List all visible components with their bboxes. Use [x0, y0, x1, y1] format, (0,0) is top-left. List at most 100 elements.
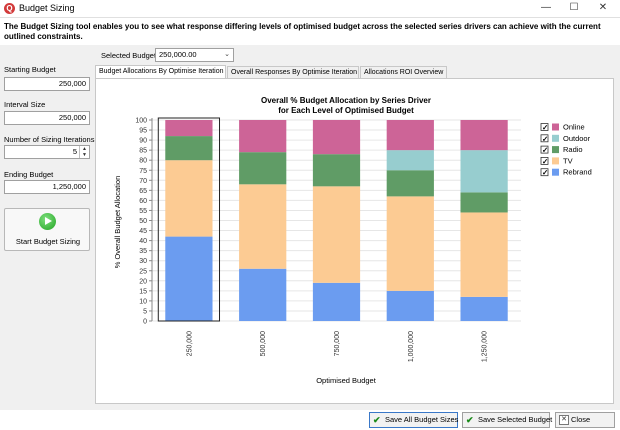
x-tick-label: 500,000 — [260, 331, 267, 356]
tab-allocations-roi[interactable]: Allocations ROI Overview — [360, 66, 447, 78]
bar-segment-online[interactable] — [312, 120, 361, 155]
bar-segment-tv[interactable] — [386, 196, 434, 291]
y-tick-label: 65 — [139, 188, 147, 195]
y-tick-label: 45 — [139, 228, 147, 235]
bar-segment-tv[interactable] — [460, 212, 508, 297]
bar-segment-tv[interactable] — [312, 186, 361, 283]
legend-checkbox[interactable] — [540, 157, 549, 165]
checkmark-icon: ✓ — [542, 134, 548, 143]
close-button[interactable]: ✕ Close — [555, 412, 615, 428]
legend-label: TV — [563, 156, 573, 165]
close-icon: ✕ — [559, 415, 569, 425]
y-tick-label: 10 — [139, 298, 147, 305]
app-logo-icon: Q — [4, 3, 15, 14]
interval-size-label: Interval Size — [4, 100, 46, 109]
minimize-icon[interactable]: — — [541, 2, 551, 13]
save-selected-label: Save Selected Budget — [478, 415, 553, 424]
x-tick-label: 1,250,000 — [482, 331, 489, 362]
maximize-icon[interactable]: ☐ — [569, 2, 579, 13]
bar-segment-tv[interactable] — [165, 160, 213, 237]
stacked-bar-chart: Overall % Budget Allocation by Series Dr… — [113, 96, 592, 385]
checkmark-icon: ✔ — [466, 415, 474, 425]
y-tick-label: 100 — [135, 118, 147, 125]
checkmark-icon: ✓ — [542, 123, 548, 132]
legend-label: Radio — [563, 145, 583, 154]
legend-checkbox[interactable] — [540, 145, 549, 154]
y-tick-label: 20 — [139, 278, 147, 285]
bar-segment-online[interactable] — [460, 120, 508, 151]
legend-checkbox[interactable] — [540, 134, 549, 143]
x-tick-label: 750,000 — [334, 331, 341, 356]
legend-item-online[interactable]: ✓ Online — [540, 123, 585, 133]
y-tick-label: 60 — [139, 198, 147, 205]
y-axis-label: % Overall Budget Allocation — [113, 176, 122, 269]
selected-budget-value: 250,000.00 — [159, 50, 197, 59]
y-tick-label: 50 — [139, 218, 147, 225]
ending-budget-input[interactable]: 1,250,000 — [4, 180, 90, 194]
y-tick-label: 5 — [143, 308, 147, 315]
bar-segment-rebrand[interactable] — [239, 268, 287, 321]
iterations-value: 5 — [72, 147, 77, 156]
tab-overall-responses[interactable]: Overall Responses By Optimise Iteration — [227, 66, 359, 78]
starting-budget-label: Starting Budget — [4, 65, 56, 74]
bar-segment-online[interactable] — [239, 120, 287, 153]
main-area: Starting Budget 250,000 Interval Size 25… — [0, 45, 620, 428]
checkmark-icon: ✔ — [373, 415, 381, 425]
stepper-up-icon[interactable]: ▲ — [82, 146, 87, 152]
legend-checkbox[interactable] — [540, 168, 549, 177]
bar-segment-outdoor[interactable] — [460, 150, 508, 193]
legend-swatch — [552, 123, 559, 131]
save-all-budget-sizes-button[interactable]: ✔ Save All Budget Sizes — [369, 412, 458, 428]
close-label: Close — [571, 415, 591, 424]
bar-segment-rebrand[interactable] — [460, 296, 508, 321]
x-axis-label: Optimised Budget — [316, 376, 377, 385]
legend-swatch — [552, 157, 559, 165]
y-tick-label: 90 — [139, 138, 147, 145]
bar-segment-radio[interactable] — [460, 192, 508, 213]
iterations-stepper[interactable]: 5 ▲ ▼ — [4, 145, 90, 159]
iterations-label: Number of Sizing Iterations — [4, 135, 95, 144]
y-tick-label: 95 — [139, 128, 147, 135]
y-tick-label: 80 — [139, 158, 147, 165]
legend-item-rebrand[interactable]: ✓ Rebrand — [540, 168, 592, 178]
save-selected-budget-button[interactable]: ✔ Save Selected Budget — [462, 412, 553, 428]
tab-budget-allocations[interactable]: Budget Allocations By Optimise Iteration — [95, 65, 226, 78]
legend-swatch — [552, 146, 559, 154]
bar-segment-outdoor[interactable] — [386, 150, 434, 171]
checkmark-icon: ✓ — [542, 146, 548, 155]
bar-segment-online[interactable] — [165, 120, 213, 137]
close-window-icon[interactable]: ✕ — [598, 2, 608, 13]
selected-budget-dropdown[interactable]: 250,000.00 ⌄ — [155, 48, 234, 62]
start-budget-sizing-button[interactable]: Start Budget Sizing — [4, 208, 90, 251]
y-tick-label: 85 — [139, 148, 147, 155]
title-bar: Q Budget Sizing — ☐ ✕ — [0, 0, 620, 18]
ending-budget-label: Ending Budget — [4, 170, 54, 179]
bar-segment-radio[interactable] — [239, 152, 287, 185]
legend-item-radio[interactable]: ✓ Radio — [540, 145, 583, 155]
legend-label: Rebrand — [563, 168, 592, 177]
legend-checkbox[interactable] — [540, 123, 549, 131]
legend-swatch — [552, 168, 559, 176]
play-icon — [39, 213, 56, 230]
bar-segment-radio[interactable] — [312, 154, 361, 187]
y-tick-label: 30 — [139, 258, 147, 265]
y-tick-label: 40 — [139, 238, 147, 245]
legend-item-tv[interactable]: ✓ TV — [540, 156, 573, 166]
bar-segment-rebrand[interactable] — [312, 282, 361, 321]
bar-segment-rebrand[interactable] — [165, 236, 213, 321]
y-tick-label: 0 — [143, 319, 147, 326]
bar-segment-tv[interactable] — [239, 184, 287, 269]
selected-budget-label: Selected Budget — [101, 51, 157, 60]
stepper-down-icon[interactable]: ▼ — [82, 152, 87, 158]
intro-text: The Budget Sizing tool enables you to se… — [4, 22, 601, 41]
legend-item-outdoor[interactable]: ✓ Outdoor — [540, 134, 591, 144]
bar-segment-online[interactable] — [386, 120, 434, 151]
bar-segment-rebrand[interactable] — [386, 290, 434, 321]
chart-subtitle: for Each Level of Optimised Budget — [278, 106, 414, 115]
starting-budget-input[interactable]: 250,000 — [4, 77, 90, 91]
chevron-down-icon: ⌄ — [224, 51, 230, 58]
window-title: Budget Sizing — [19, 3, 75, 13]
bar-segment-radio[interactable] — [165, 136, 213, 161]
interval-size-input[interactable]: 250,000 — [4, 111, 90, 125]
bar-segment-radio[interactable] — [386, 170, 434, 197]
